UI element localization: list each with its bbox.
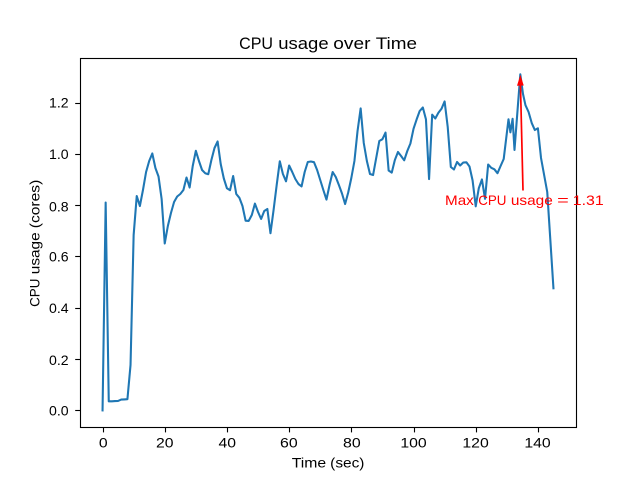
svg-text:CPU: CPU <box>26 279 42 307</box>
svg-text:Time: Time <box>376 34 417 53</box>
svg-text:60: 60 <box>280 435 298 451</box>
svg-text:100: 100 <box>400 435 427 451</box>
svg-text:usage: usage <box>26 232 42 274</box>
svg-text:80: 80 <box>343 435 361 451</box>
svg-text:Max: Max <box>445 192 474 208</box>
svg-text:CPU: CPU <box>239 34 273 53</box>
svg-text:Time: Time <box>292 455 327 471</box>
svg-text:over: over <box>333 34 371 53</box>
svg-text:1.31: 1.31 <box>573 192 604 208</box>
svg-text:120: 120 <box>462 435 489 451</box>
svg-text:0: 0 <box>99 435 108 451</box>
svg-text:140: 140 <box>524 435 551 451</box>
svg-text:0.2: 0.2 <box>49 352 69 368</box>
svg-text:0.4: 0.4 <box>49 300 69 316</box>
svg-text:=: = <box>557 192 569 208</box>
svg-text:usage: usage <box>511 192 553 208</box>
svg-text:0.8: 0.8 <box>49 198 69 214</box>
svg-text:20: 20 <box>156 435 174 451</box>
svg-text:40: 40 <box>219 435 237 451</box>
svg-text:(cores): (cores) <box>26 180 42 228</box>
svg-text:usage: usage <box>278 34 328 53</box>
svg-text:1.0: 1.0 <box>49 146 69 162</box>
svg-text:(sec): (sec) <box>330 455 364 471</box>
svg-text:CPU: CPU <box>478 192 506 208</box>
svg-text:0.0: 0.0 <box>49 403 69 419</box>
svg-text:0.6: 0.6 <box>49 249 69 265</box>
svg-text:1.2: 1.2 <box>49 95 69 111</box>
